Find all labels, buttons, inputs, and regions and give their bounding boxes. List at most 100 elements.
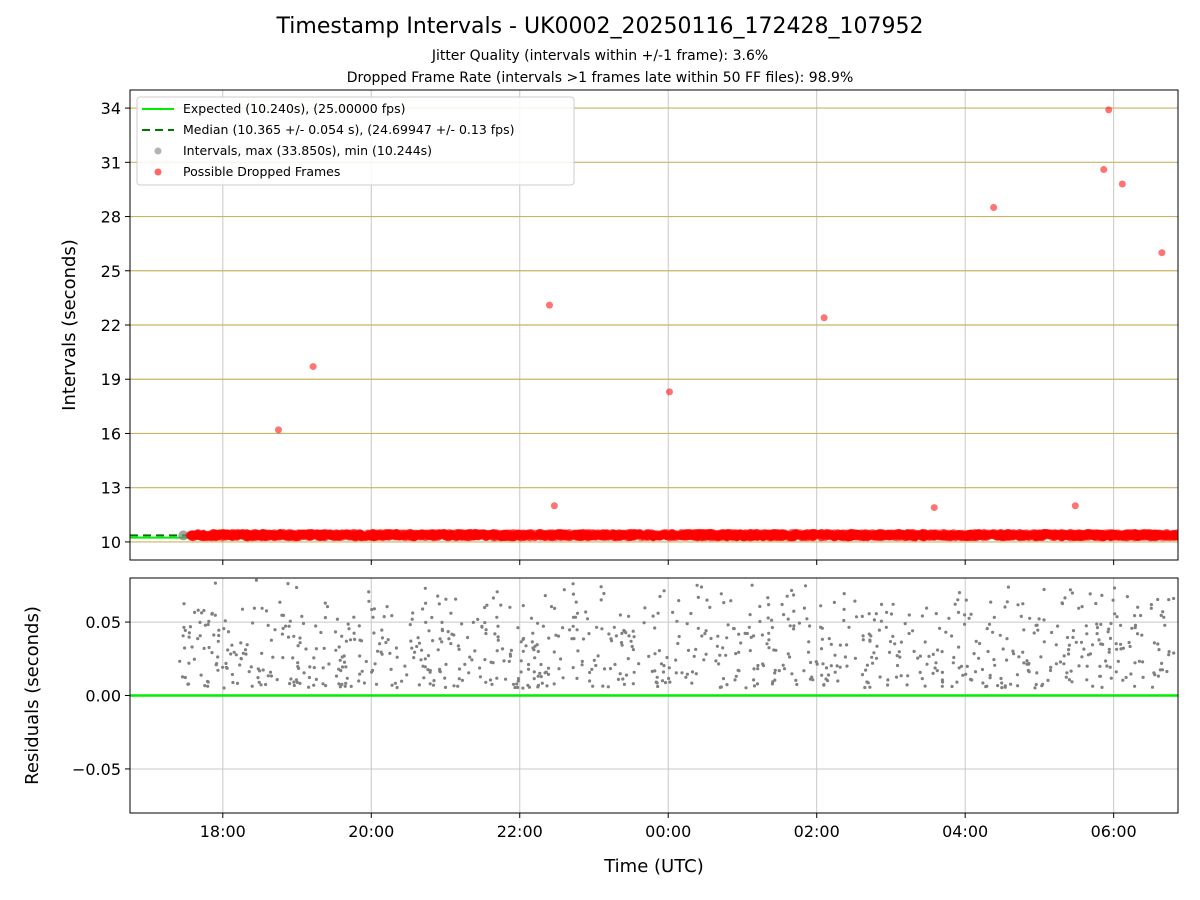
residual-point (456, 644, 460, 648)
residual-point (938, 626, 942, 631)
residual-point (1080, 655, 1084, 659)
residual-point (562, 588, 566, 592)
residual-point (734, 674, 738, 678)
residual-point (508, 605, 512, 609)
residual-point (1067, 648, 1071, 652)
bot-xtick-label: 04:00 (942, 822, 988, 841)
residual-point (613, 662, 617, 667)
dropped-baseline-point (194, 529, 202, 538)
residual-point (187, 631, 191, 635)
dropped-point-8 (1071, 502, 1079, 510)
residual-point (1085, 664, 1089, 668)
residual-point (580, 659, 584, 664)
residual-point (936, 648, 940, 652)
residual-point (608, 667, 613, 671)
residual-point (536, 685, 540, 689)
residual-point (797, 621, 802, 625)
top-ytick-label: 22 (101, 316, 121, 335)
residual-point (571, 624, 575, 628)
residual-point (739, 641, 743, 645)
residual-point (203, 623, 207, 627)
residual-point (415, 644, 419, 649)
residual-point (1032, 631, 1036, 635)
top-ytick-label: 10 (101, 533, 121, 552)
residual-point (767, 638, 771, 642)
residual-point (842, 592, 846, 596)
residual-point (676, 641, 680, 646)
residual-point (344, 681, 348, 686)
residual-point (280, 632, 284, 636)
residual-point (1049, 665, 1053, 670)
residual-point (650, 669, 654, 674)
residual-point (992, 658, 996, 662)
residual-point (297, 666, 301, 671)
residual-point (1058, 660, 1062, 664)
residual-point (665, 655, 669, 660)
residual-point (1108, 665, 1112, 669)
dropped-baseline-point (333, 532, 342, 541)
residual-point (1160, 661, 1164, 666)
residual-point (1130, 626, 1134, 630)
residual-point (981, 681, 985, 685)
dropped-point-11 (1118, 180, 1126, 188)
residual-point (543, 594, 547, 598)
residual-point (717, 662, 721, 666)
residual-point (630, 644, 634, 649)
residual-point (899, 674, 903, 678)
residual-point (390, 683, 394, 687)
residual-point (460, 622, 464, 626)
residual-point (239, 656, 243, 661)
residual-point (627, 634, 631, 638)
residual-point (1129, 672, 1133, 676)
residual-point (1027, 670, 1031, 674)
residual-point (895, 654, 899, 658)
residual-point (521, 649, 525, 653)
residual-point (250, 684, 254, 688)
residual-point (438, 637, 442, 641)
residual-point (887, 650, 892, 655)
residual-point (1116, 659, 1120, 664)
residual-point (182, 625, 186, 629)
residual-point (337, 645, 341, 649)
residual-point (295, 680, 299, 685)
residual-point (829, 642, 833, 647)
residual-point (180, 675, 185, 679)
residual-point (222, 686, 226, 690)
residual-point (1115, 647, 1119, 651)
residual-point (300, 614, 304, 619)
dropped-baseline-point (783, 531, 792, 540)
residual-point (989, 600, 993, 604)
residual-point (408, 623, 412, 627)
residual-point (260, 606, 264, 610)
residual-point (471, 620, 475, 625)
residual-point (206, 622, 210, 627)
residual-point (612, 625, 616, 629)
dropped-baseline-point (537, 531, 546, 539)
residual-point (183, 675, 187, 680)
residual-point (466, 635, 470, 640)
residual-point (405, 673, 409, 677)
residual-point (488, 678, 493, 682)
dropped-baseline-point (817, 530, 826, 539)
residual-point (725, 636, 729, 640)
residual-point (923, 684, 927, 688)
residual-point (1167, 650, 1171, 654)
residual-point (232, 650, 236, 654)
residual-point (296, 644, 300, 648)
residual-point (358, 654, 362, 658)
residual-point (238, 663, 242, 667)
residual-point (656, 684, 660, 689)
residual-point (335, 617, 339, 621)
residual-point (533, 644, 537, 648)
bot-plot-area (130, 578, 1178, 697)
residual-point (614, 634, 619, 638)
dropped-baseline-point (259, 529, 267, 537)
dropped-baseline-point (499, 529, 508, 538)
residual-point (752, 684, 757, 688)
residual-point (380, 628, 384, 632)
residual-point (1048, 668, 1053, 673)
residual-point (580, 663, 584, 667)
residual-point (690, 670, 695, 674)
residual-point (502, 659, 506, 663)
residual-point (891, 634, 895, 639)
